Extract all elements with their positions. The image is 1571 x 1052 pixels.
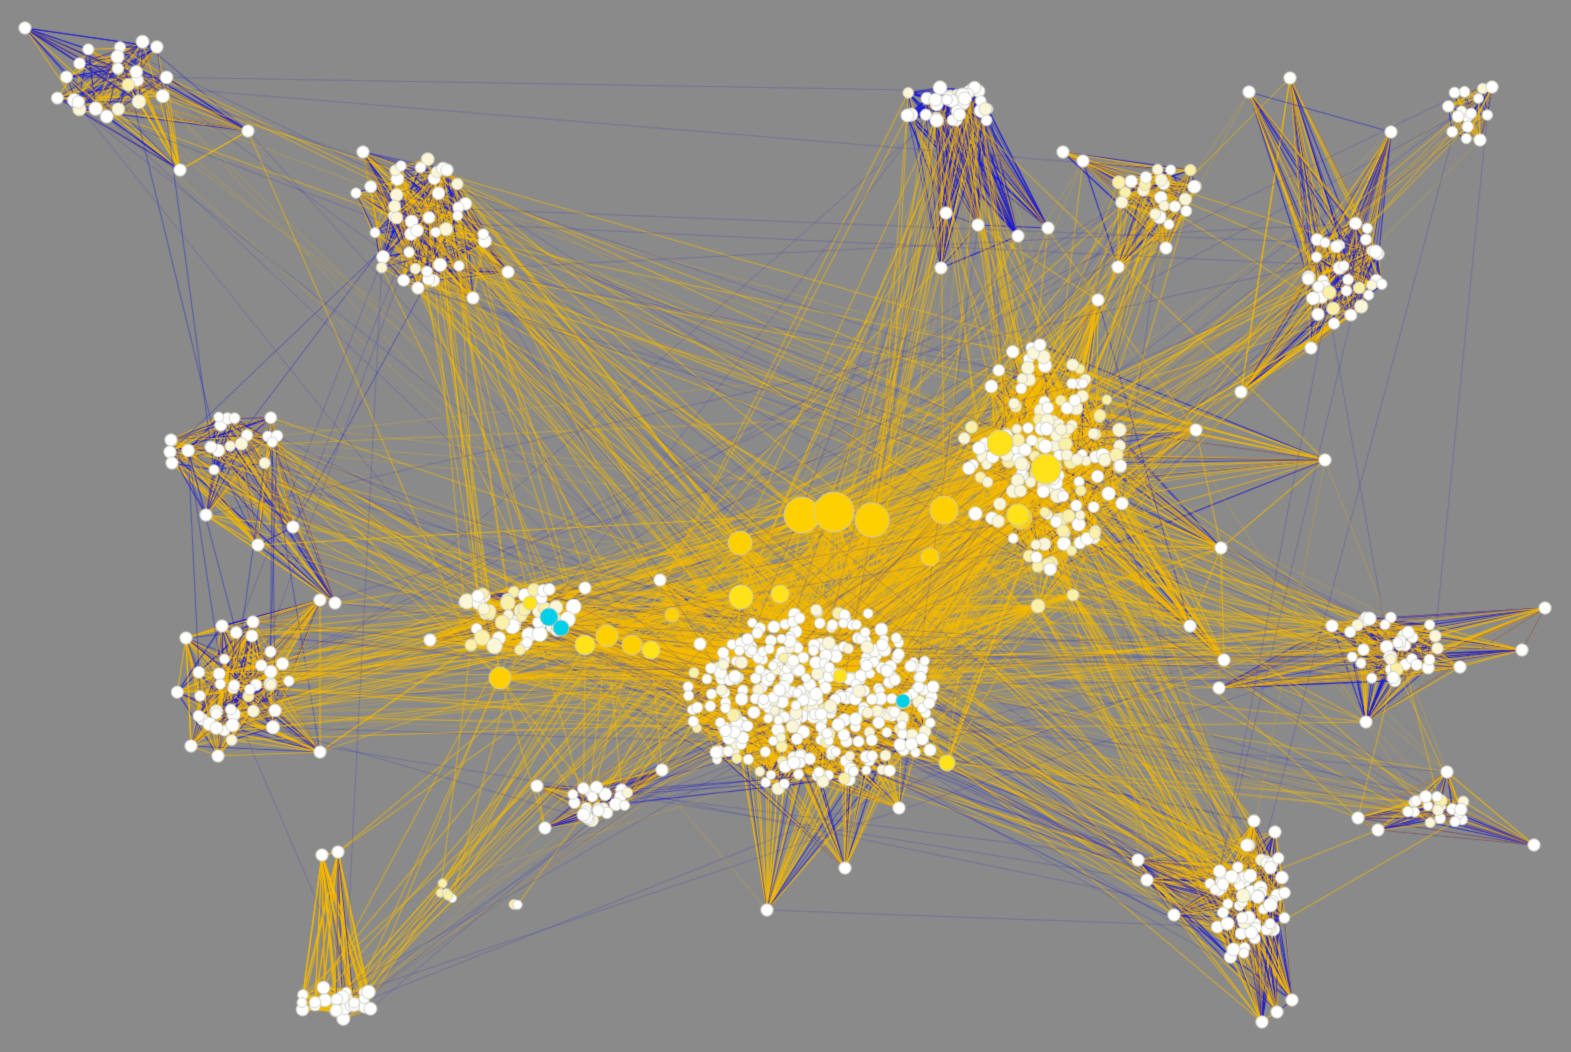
network-graph-visualization [0,0,1571,1052]
network-graph-canvas[interactable] [0,0,1571,1052]
